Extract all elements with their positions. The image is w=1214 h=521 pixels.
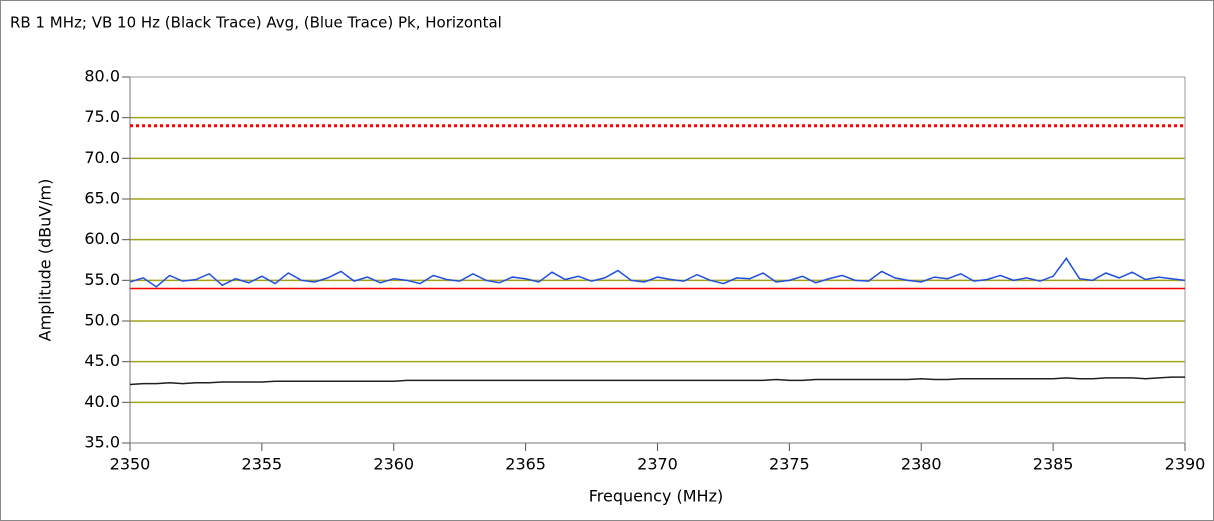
y-tick-label: 50.0 [84,311,120,330]
x-tick-label: 2360 [373,455,414,474]
x-tick-label: 2350 [110,455,151,474]
y-axis-label: Amplitude (dBuV/m) [36,179,55,342]
x-tick-label: 2375 [769,455,810,474]
y-tick-label: 80.0 [84,67,120,86]
y-tick-label: 45.0 [84,351,120,370]
y-tick-label: 35.0 [84,433,120,452]
x-tick-label: 2355 [242,455,283,474]
chart-title: RB 1 MHz; VB 10 Hz (Black Trace) Avg, (B… [10,14,502,32]
y-tick-label: 40.0 [84,392,120,411]
x-tick-label: 2380 [901,455,942,474]
trace [129,257,1186,288]
x-axis-label: Frequency (MHz) [589,487,723,506]
y-tick-label: 75.0 [84,107,120,126]
x-tick-label: 2365 [505,455,546,474]
y-tick-label: 60.0 [84,229,120,248]
y-tick-label: 65.0 [84,189,120,208]
y-tick-label: 55.0 [84,270,120,289]
trace [129,376,1185,386]
y-tick-label: 70.0 [84,148,120,167]
x-tick-label: 2385 [1033,455,1074,474]
x-tick-label: 2390 [1165,455,1206,474]
x-tick-label: 2370 [637,455,678,474]
